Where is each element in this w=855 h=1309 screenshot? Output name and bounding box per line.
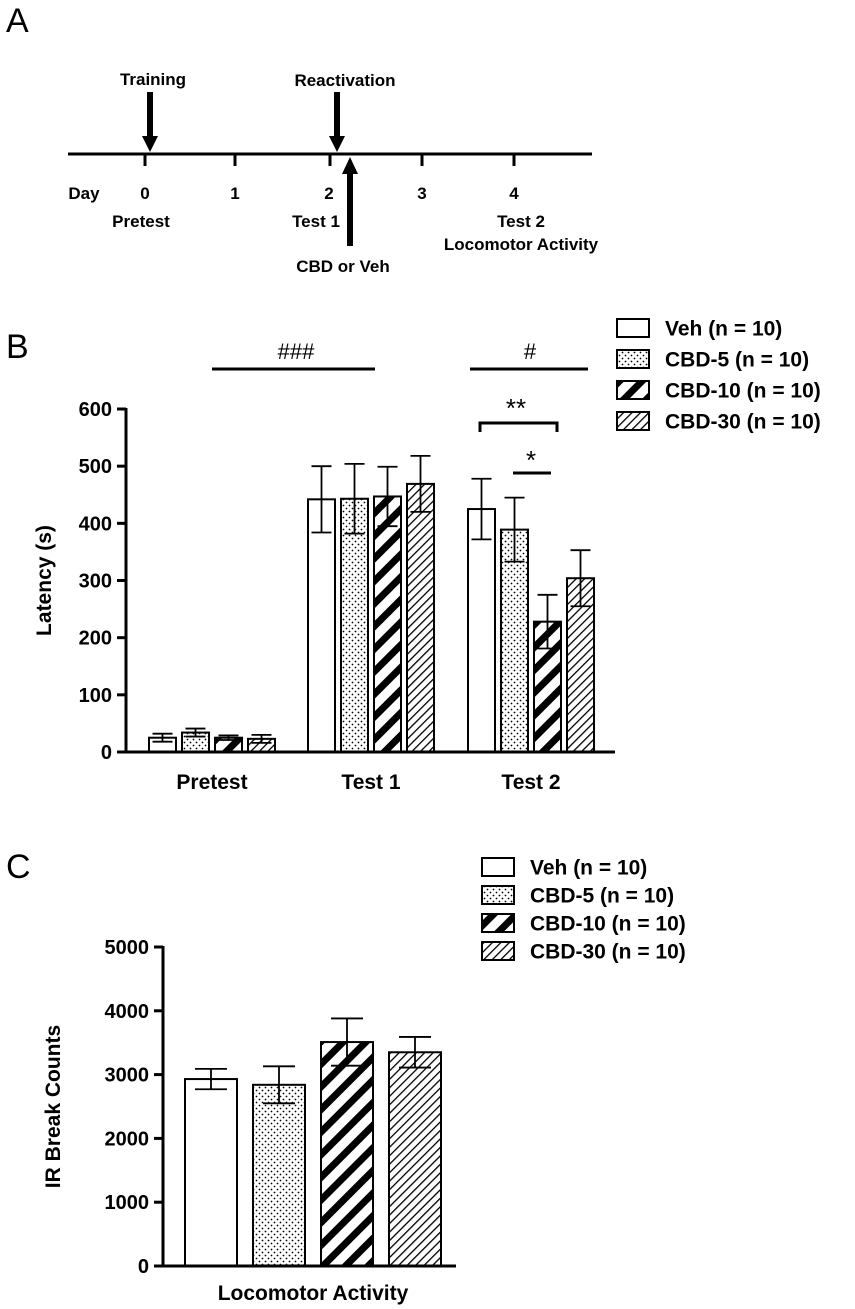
panel-letter-a: A [6, 2, 29, 40]
error-bar-0-3 [251, 733, 272, 744]
y-axis-label: IR Break Counts [42, 1025, 65, 1188]
bar-test-1-series-2 [373, 495, 402, 753]
legend-item-3: CBD-30 (n = 10) [616, 411, 821, 434]
sig-label-double-star: ** [506, 393, 526, 423]
error-bar-1-1 [344, 462, 365, 535]
timeline-label-test2: Test 2 [497, 212, 545, 231]
legend-label-0: Veh (n = 10) [665, 318, 782, 341]
y-tick-label-5: 500 [79, 456, 112, 478]
legend-item-1: CBD-5 (n = 10) [481, 885, 674, 908]
timeline-injection-label: CBD or Veh [296, 257, 390, 276]
error-bar-0-3 [399, 1036, 431, 1069]
error-bar-0-2 [331, 1017, 363, 1067]
error-bar-0-1 [185, 727, 206, 738]
timeline-label-test1: Test 1 [292, 212, 340, 231]
timeline-event-reactivation: Reactivation [294, 71, 395, 90]
x-tick-label-0: Pretest [176, 771, 247, 794]
bar-test-1-series-3 [406, 482, 435, 753]
legend-label-0: Veh (n = 10) [530, 857, 647, 880]
error-bar-0-0 [195, 1067, 227, 1091]
legend-label-1: CBD-5 (n = 10) [530, 885, 674, 908]
y-tick-label-4: 400 [79, 513, 112, 535]
legend-swatch-3 [616, 411, 650, 431]
legend-swatch-1 [481, 885, 515, 905]
timeline-day-0: 0 [140, 184, 149, 203]
timeline: Training Reactivation Day 0 1 2 3 4 Pret… [68, 70, 599, 276]
error-bar-2-3 [570, 549, 591, 608]
legend-label-2: CBD-10 (n = 10) [665, 380, 821, 403]
legend-label-1: CBD-5 (n = 10) [665, 349, 809, 372]
bar-test-2-series-3 [566, 577, 595, 753]
legend-swatch-0 [616, 318, 650, 338]
legend-item-0: Veh (n = 10) [481, 857, 647, 880]
y-axis-label: Latency (s) [33, 525, 56, 636]
reactivation-arrow-head [329, 136, 345, 152]
timeline-label-pretest: Pretest [112, 212, 170, 231]
panel-letter-c: C [6, 848, 31, 886]
timeline-label-locomotor: Locomotor Activity [444, 235, 599, 254]
timeline-day-1: 1 [230, 184, 239, 203]
timeline-event-training: Training [120, 70, 186, 89]
x-tick-label-2: Test 2 [501, 771, 560, 794]
legend-swatch-3 [481, 941, 515, 961]
chart-b: Pretest Test 1 Test 2 0 100 200 300 400 500 600 La… [33, 318, 821, 795]
y-tick-label-1: 1000 [105, 1192, 150, 1214]
chart-c: Locomotor Activity 0 1000 2000 3000 4000 5000 I… [42, 857, 686, 1306]
error-bar-1-2 [377, 465, 398, 528]
legend-item-0: Veh (n = 10) [616, 318, 782, 341]
legend-swatch-2 [481, 913, 515, 933]
bar-locomotor-activity-series-0 [184, 1078, 238, 1268]
y-tick-label-4: 4000 [105, 1001, 150, 1023]
error-bar-1-0 [311, 465, 332, 534]
x-tick-label-0: Locomotor Activity [218, 1282, 409, 1305]
x-tick-label-1: Test 1 [341, 771, 400, 794]
error-bar-2-0 [471, 477, 492, 541]
legend-item-3: CBD-30 (n = 10) [481, 941, 686, 964]
sig-bracket-veh-cbd10 [478, 421, 559, 432]
bar-test-2-series-0 [467, 508, 496, 753]
legend-label-2: CBD-10 (n = 10) [530, 913, 686, 936]
y-tick-label-6: 600 [79, 399, 112, 421]
sig-label-star: * [526, 445, 536, 475]
bar-locomotor-activity-series-2 [320, 1041, 374, 1268]
injection-arrow-head [342, 157, 358, 174]
timeline-day-label: Day [68, 184, 100, 203]
error-bar-0-1 [263, 1065, 295, 1105]
timeline-day-3: 3 [417, 184, 426, 203]
bar-test-1-series-0 [307, 498, 336, 753]
timeline-day-4: 4 [509, 184, 519, 203]
legend-swatch-2 [616, 380, 650, 400]
legend-item-2: CBD-10 (n = 10) [616, 380, 821, 403]
error-bar-1-3 [410, 454, 431, 513]
sig-label-triple-hash: ### [278, 339, 315, 364]
timeline-day-2: 2 [324, 184, 333, 203]
y-tick-label-2: 200 [79, 628, 112, 650]
training-arrow-head [142, 136, 158, 152]
legend-swatch-1 [616, 349, 650, 369]
y-tick-label-0: 0 [138, 1256, 149, 1278]
error-bar-0-0 [152, 732, 173, 743]
legend-item-2: CBD-10 (n = 10) [481, 913, 686, 936]
y-tick-label-2: 2000 [105, 1128, 150, 1150]
legend-item-1: CBD-5 (n = 10) [616, 349, 809, 372]
legend-label-3: CBD-30 (n = 10) [665, 411, 821, 434]
bar-test-1-series-1 [340, 497, 369, 754]
legend-label-3: CBD-30 (n = 10) [530, 941, 686, 964]
y-tick-label-3: 3000 [105, 1065, 150, 1087]
error-bar-2-2 [537, 593, 558, 650]
panel-letter-b: B [6, 328, 29, 366]
error-bar-2-1 [504, 496, 525, 563]
error-bar-0-2 [218, 734, 239, 741]
sig-label-hash: # [524, 339, 537, 364]
y-tick-label-0: 0 [101, 742, 112, 764]
bar-test-2-series-1 [500, 528, 529, 753]
legend-swatch-0 [481, 857, 515, 877]
bar-locomotor-activity-series-3 [388, 1051, 442, 1268]
y-tick-label-3: 300 [79, 571, 112, 593]
bar-locomotor-activity-series-1 [252, 1083, 306, 1267]
y-tick-label-1: 100 [79, 685, 112, 707]
y-tick-label-5: 5000 [105, 937, 150, 959]
